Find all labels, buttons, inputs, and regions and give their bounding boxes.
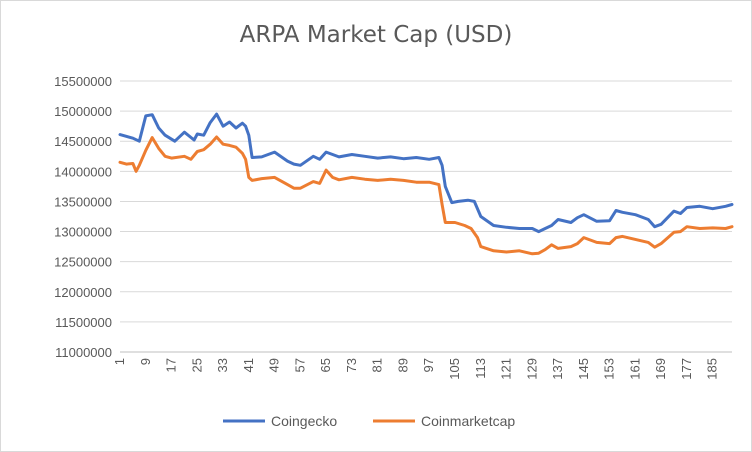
x-tick-label: 97 (421, 358, 436, 372)
x-axis: 1 9 17 25 33 41 49 57 65 73 81 89 97 105 113 121 129 137 1… (112, 351, 732, 380)
y-axis: 11000000 11500000 12000000 12500000 13000000… (54, 74, 112, 360)
x-tick-label: 137 (550, 358, 565, 380)
y-tick-label: 11500000 (55, 315, 112, 330)
gridlines (120, 80, 732, 353)
legend-label-coingecko: Coingecko (271, 413, 337, 429)
series-lines (118, 112, 734, 256)
x-tick-label: 81 (370, 358, 385, 372)
series-line-coinmarketcap (118, 135, 734, 256)
x-tick-label: 49 (267, 358, 282, 372)
legend: Coingecko Coinmarketcap (223, 413, 515, 429)
series-line-coingecko (118, 112, 734, 234)
y-tick-label: 15500000 (54, 74, 112, 89)
y-tick-label: 12500000 (54, 255, 112, 270)
x-tick-label: 105 (447, 358, 462, 380)
x-tick-label: 9 (138, 358, 153, 365)
x-tick-label: 161 (627, 358, 642, 380)
x-tick-label: 113 (473, 358, 488, 379)
y-tick-label: 12000000 (54, 285, 112, 300)
x-tick-label: 1 (112, 358, 127, 365)
x-tick-label: 17 (164, 358, 179, 372)
x-tick-label: 57 (292, 358, 307, 372)
x-tick-label: 33 (215, 358, 230, 372)
x-tick-label: 89 (395, 358, 410, 372)
chart-title: ARPA Market Cap (USD) (239, 22, 513, 48)
y-tick-label: 15000000 (54, 104, 112, 119)
x-tick-label: 185 (705, 358, 720, 380)
y-tick-label: 14500000 (54, 134, 112, 149)
x-tick-label: 169 (653, 358, 668, 380)
y-tick-label: 14000000 (54, 164, 112, 179)
y-tick-label: 13000000 (54, 225, 112, 240)
y-tick-label: 13500000 (54, 194, 112, 209)
x-tick-label: 129 (524, 358, 539, 380)
x-tick-label: 145 (576, 358, 591, 380)
x-tick-label: 177 (679, 358, 694, 380)
x-tick-label: 121 (499, 358, 514, 380)
legend-label-coinmarketcap: Coinmarketcap (421, 413, 515, 429)
y-tick-label: 11000000 (55, 345, 112, 360)
x-tick-label: 73 (344, 358, 359, 372)
x-tick-label: 25 (189, 358, 204, 372)
x-tick-label: 153 (602, 358, 617, 380)
x-tick-label: 41 (241, 358, 256, 372)
x-tick-label: 65 (318, 358, 333, 372)
